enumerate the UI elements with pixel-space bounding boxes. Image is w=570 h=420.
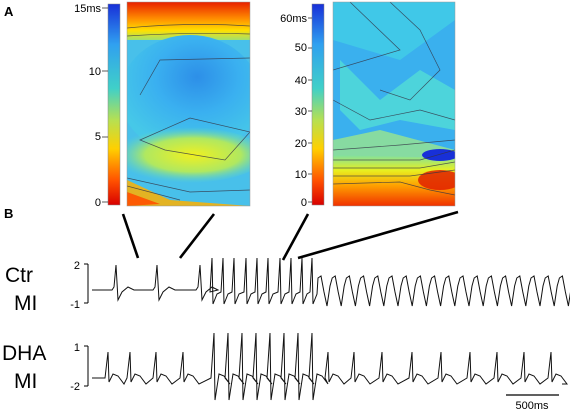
left-scale-tick: 5 <box>95 131 101 143</box>
right-colorbar: 60ms 50 40 30 20 10 0 <box>280 3 325 209</box>
right-scale-tick: 0 <box>301 197 307 209</box>
scale-bar-label: 500ms <box>515 400 549 412</box>
trace-ctr-ytick: 2 <box>74 260 80 272</box>
left-scale-tick: 0 <box>95 197 101 209</box>
trace-dha-label-line2: MI <box>14 370 37 393</box>
left-scale-tick: 10 <box>89 66 101 78</box>
trace-ctr-axis: 2 -1 <box>70 260 89 311</box>
panel-a-label: A <box>4 4 14 19</box>
right-scale-tick: 20 <box>295 138 307 150</box>
right-activation-map <box>332 1 456 207</box>
left-activation-map <box>126 1 251 207</box>
right-scale-tick: 30 <box>295 106 307 118</box>
trace-dha-label-line1: DHA <box>2 342 46 365</box>
panel-b-label: B <box>4 206 13 221</box>
right-scale-tick: 40 <box>295 75 307 87</box>
trace-dha-ytick: -2 <box>70 381 80 393</box>
map-connector-lines <box>121 210 459 261</box>
right-scale-tick: 10 <box>295 169 307 181</box>
left-scale-tick: 15ms <box>74 3 101 15</box>
right-scale-tick: 50 <box>295 42 307 54</box>
trace-ctr-label-line2: MI <box>14 292 37 315</box>
right-scale-tick: 60ms <box>280 13 307 25</box>
trace-dha-ytick: 1 <box>74 342 80 354</box>
trace-dha-axis: 1 -2 <box>70 342 89 393</box>
trace-ctr-label-line1: Ctr <box>5 264 33 287</box>
time-scale-bar: 500ms <box>506 394 559 412</box>
trace-dha-ecg <box>92 332 568 401</box>
trace-ctr-ytick: -1 <box>70 299 80 311</box>
trace-ctr-ecg <box>92 257 570 307</box>
left-colorbar: 15ms 10 5 0 <box>74 3 121 209</box>
